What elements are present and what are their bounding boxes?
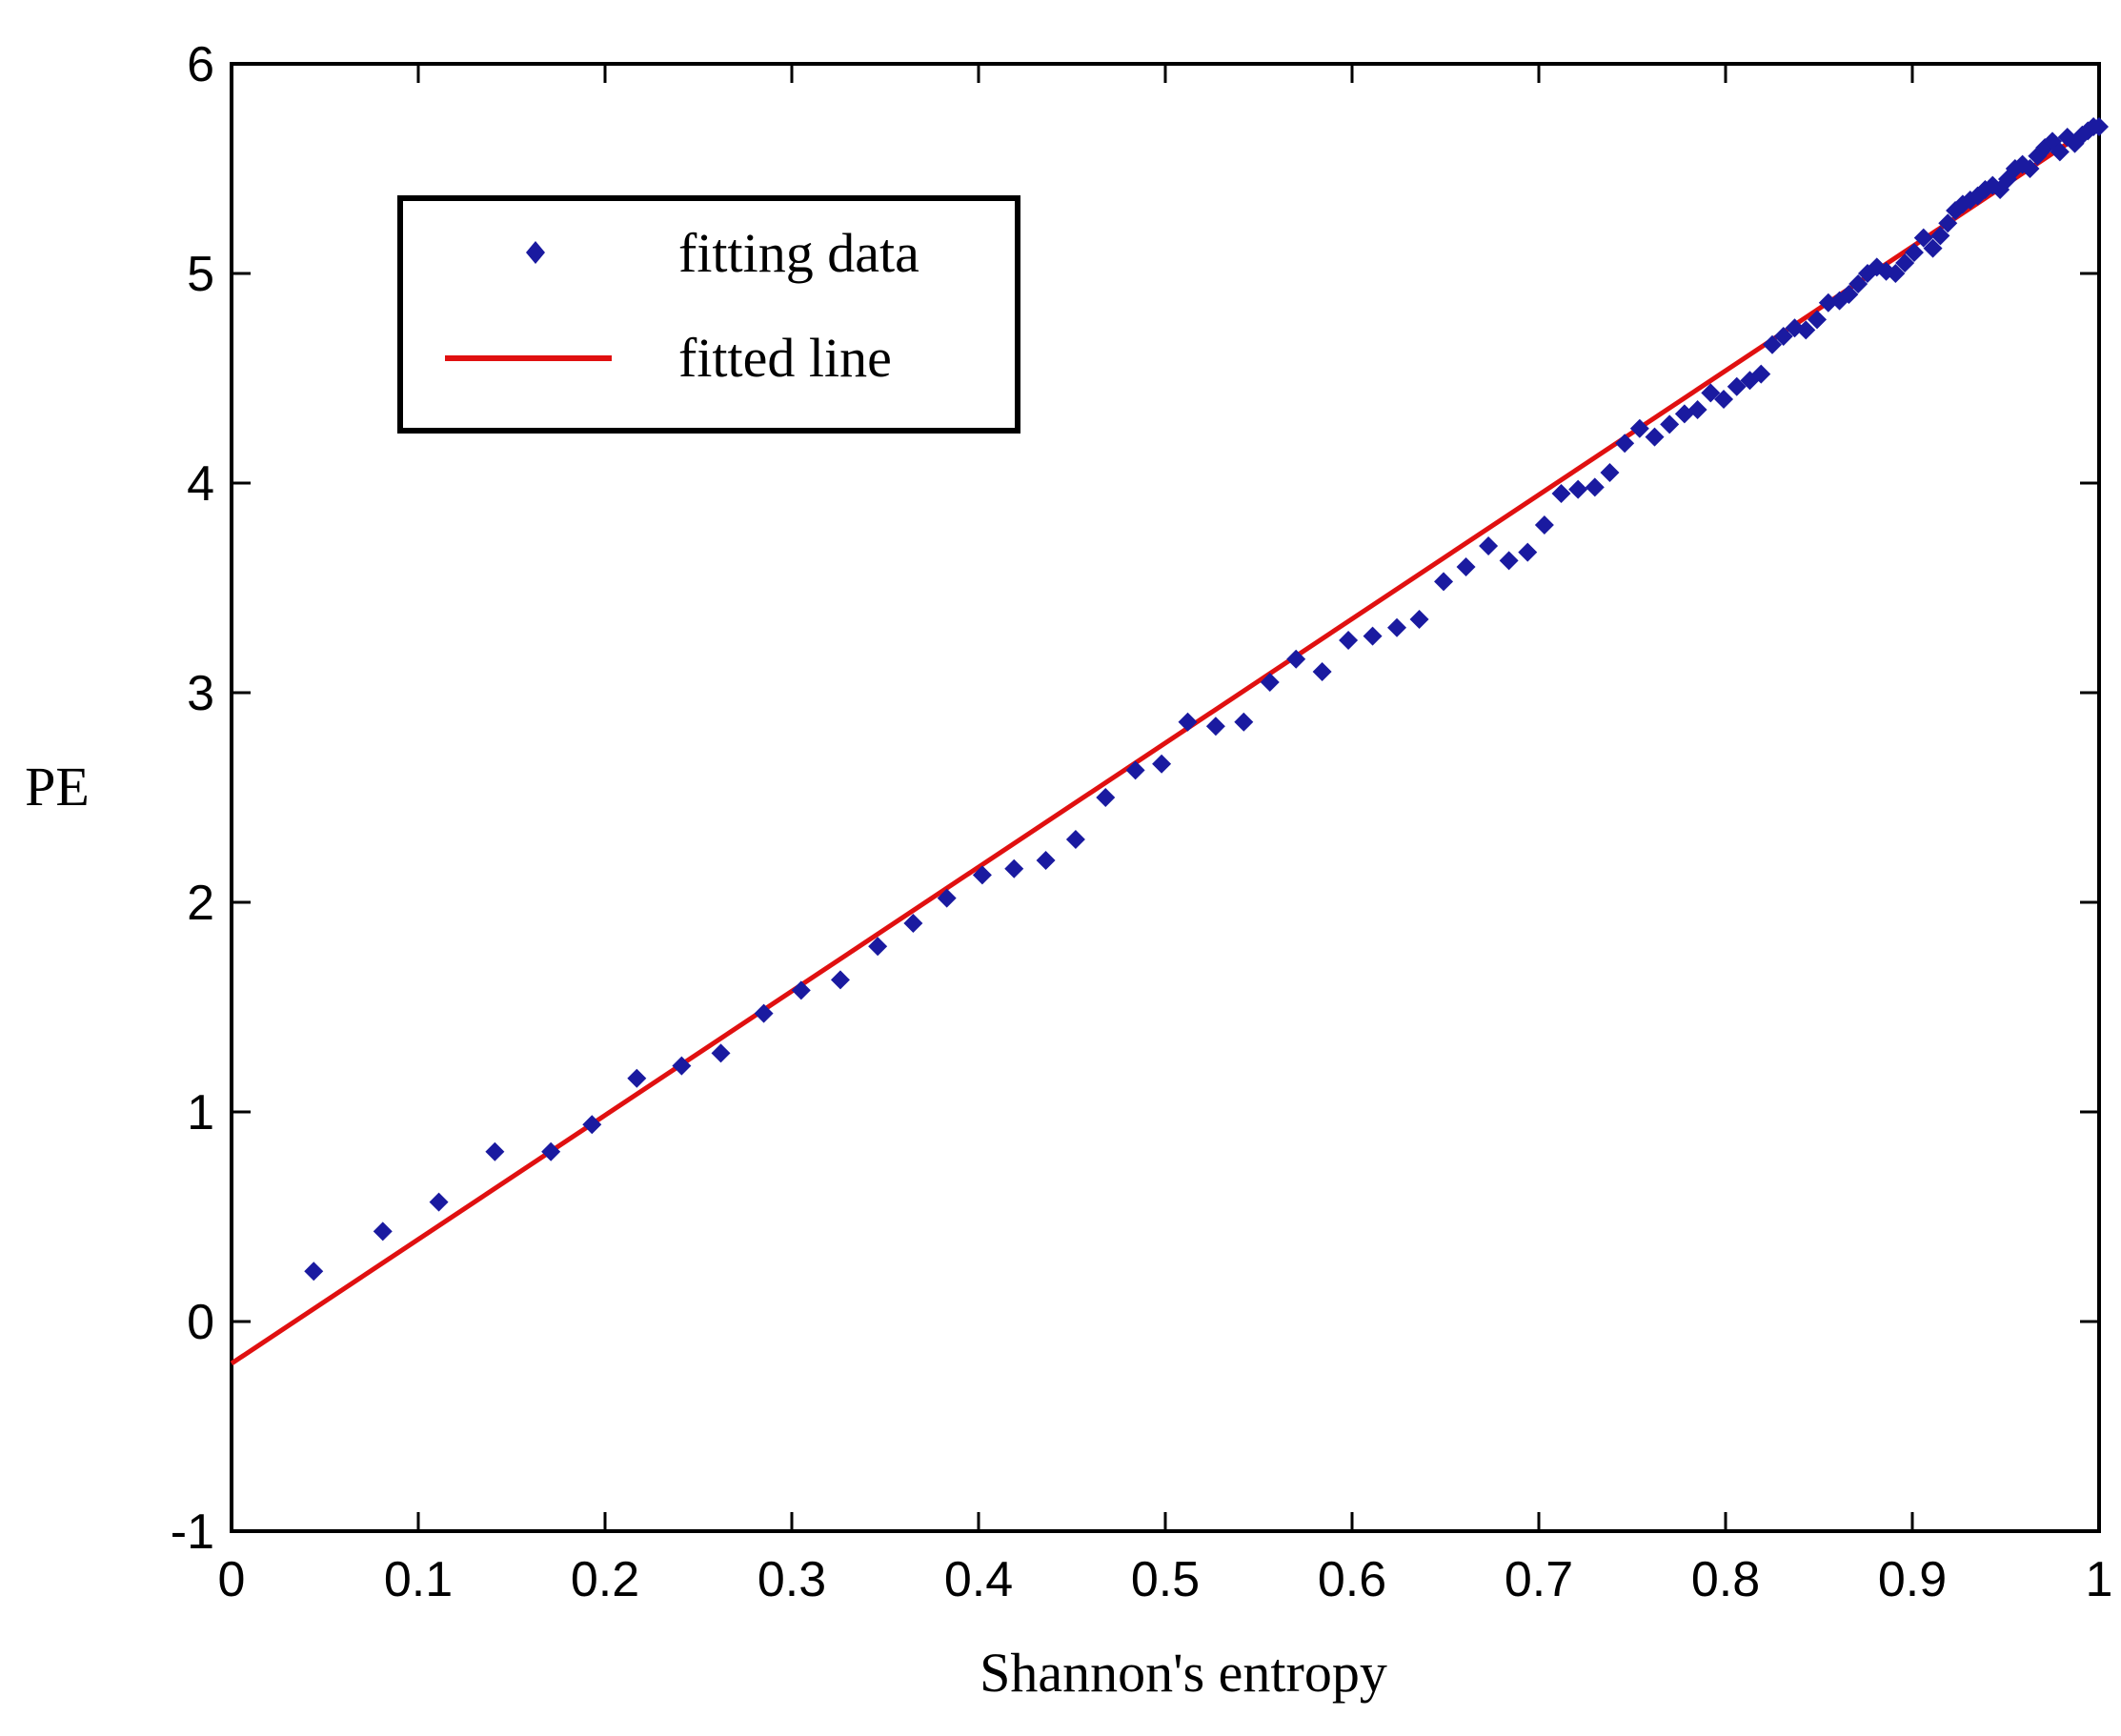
data-point [1714, 390, 1734, 409]
data-point [672, 1056, 692, 1076]
y-tick-label: 2 [187, 876, 214, 931]
x-tick-label: 0.7 [1505, 1552, 1573, 1607]
x-tick-label: 0.8 [1691, 1552, 1760, 1607]
data-point [1456, 557, 1476, 576]
x-axis-label: Shannon's entropy [980, 1642, 1387, 1704]
data-point [1004, 858, 1024, 878]
data-point [2020, 159, 2040, 178]
x-tick-label: 0.5 [1131, 1552, 1200, 1607]
data-point [754, 1003, 774, 1023]
legend-box [397, 195, 1020, 434]
data-point [1923, 238, 1943, 258]
x-tick-label: 0.9 [1878, 1552, 1947, 1607]
y-tick-label: 6 [187, 37, 214, 92]
data-point [868, 937, 888, 957]
y-tick-label: 5 [187, 247, 214, 302]
data-point [1895, 253, 1915, 273]
data-point [1551, 484, 1571, 503]
data-point [1205, 717, 1225, 737]
data-point [429, 1192, 449, 1212]
data-point [1286, 649, 1306, 669]
data-point [1930, 226, 1950, 246]
y-tick-label: 1 [187, 1085, 214, 1141]
data-point [485, 1141, 505, 1161]
legend-marker-fitting-data [526, 241, 545, 264]
data-point [1479, 536, 1499, 555]
data-point [830, 970, 850, 990]
data-point [1409, 610, 1429, 629]
data-point [627, 1068, 647, 1088]
y-tick-label: 3 [187, 666, 214, 721]
data-point [373, 1221, 393, 1241]
data-point [1615, 434, 1635, 454]
y-tick-label: -1 [171, 1504, 214, 1560]
data-point [1125, 760, 1145, 780]
y-axis-label: PE [25, 756, 90, 818]
data-point [2078, 121, 2098, 141]
data-point [304, 1262, 324, 1282]
y-tick-label: 0 [187, 1295, 214, 1350]
data-point [1585, 477, 1605, 497]
data-point [1600, 463, 1620, 482]
data-point [1913, 228, 1933, 248]
data-point [1839, 285, 1859, 304]
data-point [711, 1043, 731, 1063]
x-tick-label: 0 [218, 1552, 246, 1607]
data-point [1363, 626, 1383, 646]
data-point [1886, 264, 1906, 283]
data-point [1629, 418, 1649, 438]
data-point [1065, 830, 1085, 849]
data-point [1773, 327, 1793, 346]
data-point [1534, 515, 1554, 535]
data-point [1701, 383, 1721, 403]
data-point [2090, 117, 2109, 136]
x-tick-label: 0.4 [944, 1552, 1013, 1607]
legend: fitting data fitted line [397, 195, 1020, 434]
data-point [903, 914, 923, 933]
data-point [1763, 334, 1782, 354]
data-point [1178, 712, 1198, 732]
x-tick-label: 0.3 [758, 1552, 826, 1607]
data-point [1234, 712, 1254, 732]
x-tick-label: 0.1 [384, 1552, 453, 1607]
data-points-layer [304, 117, 2109, 1282]
y-tick-label: 4 [187, 456, 214, 512]
axis-ticks [230, 62, 2101, 1533]
data-point [2050, 142, 2070, 162]
data-point [1152, 754, 1172, 774]
legend-label-fitted-line: fitted line [678, 327, 892, 389]
data-point [1260, 673, 1280, 692]
data-point [1796, 320, 1816, 340]
x-tick-label: 0.2 [571, 1552, 639, 1607]
data-point [1751, 364, 1771, 384]
data-point [1434, 572, 1454, 592]
data-point [1687, 400, 1707, 419]
data-point [1645, 427, 1665, 447]
data-point [1938, 213, 1958, 233]
data-point [582, 1115, 602, 1135]
data-point [1660, 414, 1680, 434]
data-point [972, 865, 992, 885]
data-point [1568, 479, 1588, 499]
data-point [791, 980, 811, 1000]
data-point [1518, 542, 1538, 562]
data-point [1904, 243, 1924, 262]
data-point [1808, 310, 1828, 330]
data-point [1339, 631, 1359, 650]
data-point [1727, 376, 1747, 396]
data-point [1387, 617, 1407, 637]
data-point [1848, 274, 1868, 293]
x-tick-label: 0.6 [1318, 1552, 1386, 1607]
data-point [1499, 551, 1519, 571]
data-point [1036, 851, 1056, 870]
data-point [1312, 662, 1332, 681]
data-point [937, 888, 957, 908]
data-point [1096, 788, 1116, 807]
x-tick-label: 1 [2086, 1552, 2113, 1607]
legend-label-fitting-data: fitting data [678, 222, 919, 284]
data-point [541, 1141, 561, 1161]
